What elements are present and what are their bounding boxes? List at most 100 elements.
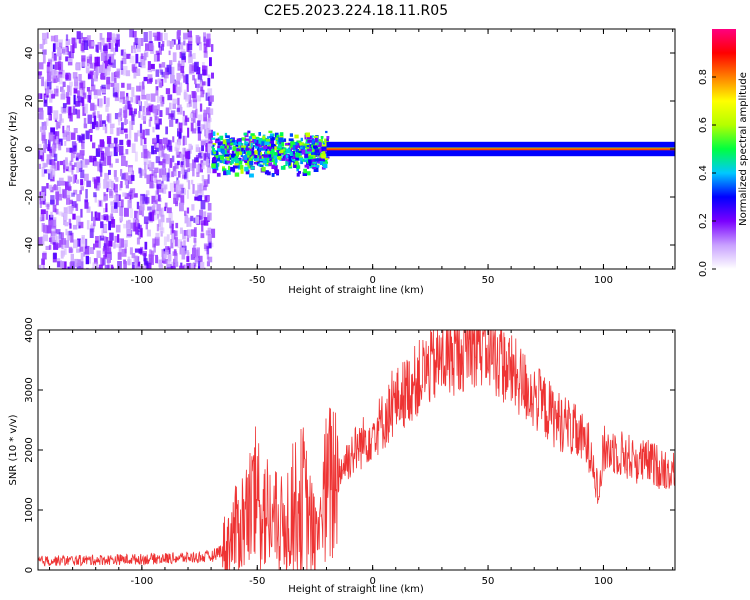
heatmap-cell [253, 139, 257, 143]
heatmap-cell [177, 239, 182, 248]
heatmap-cell [86, 220, 90, 230]
heatmap-cell [213, 151, 217, 154]
heatmap-cell [68, 218, 72, 225]
heatmap-cell [46, 154, 52, 160]
heatmap-cell [136, 68, 141, 76]
heatmap-cell [293, 148, 296, 152]
heatmap-cell [147, 61, 151, 70]
heatmap-cell [209, 95, 214, 102]
heatmap-cell [61, 232, 64, 240]
heatmap-cell [48, 237, 52, 242]
heatmap-cell [308, 159, 312, 163]
heatmap-cell [269, 158, 272, 162]
heatmap-cell [50, 35, 56, 42]
heatmap-cell [245, 148, 250, 152]
heatmap-cell [114, 113, 119, 120]
heatmap-cell [99, 159, 103, 168]
heatmap-cell [126, 220, 131, 229]
heatmap-cell [155, 79, 158, 85]
heatmap-cell [135, 226, 139, 235]
heatmap-cell [119, 206, 124, 216]
heatmap-cell [57, 77, 60, 82]
heatmap-cell [200, 200, 206, 210]
heatmap-cell [314, 153, 320, 156]
heatmap-cell [104, 146, 110, 156]
heatmap-cell [187, 41, 193, 46]
heatmap-cell [234, 155, 238, 160]
heatmap-cell [48, 214, 54, 221]
heatmap-cell [291, 159, 296, 162]
heatmap-cell [175, 184, 181, 195]
heatmap-cell [169, 41, 173, 50]
heatmap-cell [179, 106, 183, 115]
heatmap-cell [104, 251, 107, 258]
heatmap-cell [89, 228, 94, 238]
heatmap-cell [276, 153, 282, 156]
heatmap-cell [110, 82, 115, 87]
heatmap-cell [304, 142, 310, 146]
heatmap-cell [292, 156, 296, 159]
heatmap-cell [252, 156, 255, 160]
heatmap-cell [219, 135, 224, 141]
heatmap-cell [46, 159, 50, 165]
heatmap-cell [194, 157, 199, 163]
heatmap-cell [251, 146, 255, 151]
heatmap-cell [222, 139, 227, 145]
heatmap-cell [183, 250, 187, 255]
heatmap-cell [199, 103, 203, 112]
heatmap-cell [219, 146, 225, 149]
heatmap-cell [183, 75, 186, 83]
y-tick-label: 3000 [24, 377, 35, 402]
heatmap-cell [54, 35, 59, 43]
heatmap-cell [171, 223, 174, 233]
heatmap-cell [191, 204, 195, 211]
heatmap-cell [199, 256, 203, 264]
heatmap-cell [51, 94, 56, 99]
heatmap-cell [91, 78, 94, 87]
heatmap-cell [77, 259, 82, 266]
heatmap-cell [207, 233, 212, 243]
heatmap-cell [142, 81, 145, 90]
heatmap-cell [105, 203, 108, 212]
heatmap-cell [157, 194, 161, 202]
heatmap-cell [189, 113, 193, 118]
heatmap-cell [109, 56, 113, 66]
heatmap-cell [89, 155, 93, 163]
heatmap-cell [54, 61, 60, 70]
heatmap-cell [313, 135, 319, 139]
heatmap-cell [184, 169, 188, 179]
heatmap-cell [85, 189, 88, 199]
heatmap-cell [97, 89, 102, 96]
heatmap-cell [314, 149, 320, 153]
heatmap-cell [179, 153, 184, 158]
heatmap-cell [270, 143, 276, 148]
heatmap-cell [228, 147, 232, 150]
heatmap-cell [99, 139, 104, 147]
heatmap-cell [288, 165, 293, 169]
heatmap-cell [134, 37, 139, 46]
heatmap-cell [212, 147, 215, 152]
heatmap-cell [167, 144, 169, 151]
heatmap-cell [117, 234, 120, 243]
heatmap-cell [226, 160, 231, 164]
heatmap-cell [124, 128, 128, 133]
heatmap-cell [53, 135, 56, 145]
heatmap-cell [80, 208, 83, 218]
heatmap-cell [163, 32, 168, 41]
heatmap-cell [48, 132, 54, 142]
heatmap-cell [145, 222, 148, 230]
heatmap-cell [172, 103, 176, 109]
heatmap-cell [133, 255, 138, 264]
heatmap-cell [76, 31, 81, 40]
heatmap-cell [277, 147, 282, 151]
heatmap-cell [203, 43, 207, 53]
heatmap-cell [64, 141, 67, 146]
heatmap-cell [247, 163, 251, 169]
heatmap-cell [103, 214, 109, 220]
heatmap-cell [144, 161, 147, 171]
heatmap-cell [254, 150, 259, 155]
heatmap-cell [142, 106, 145, 115]
heatmap-cell [315, 137, 318, 143]
heatmap-cell [264, 150, 268, 155]
y-tick-label: 2000 [24, 437, 35, 462]
